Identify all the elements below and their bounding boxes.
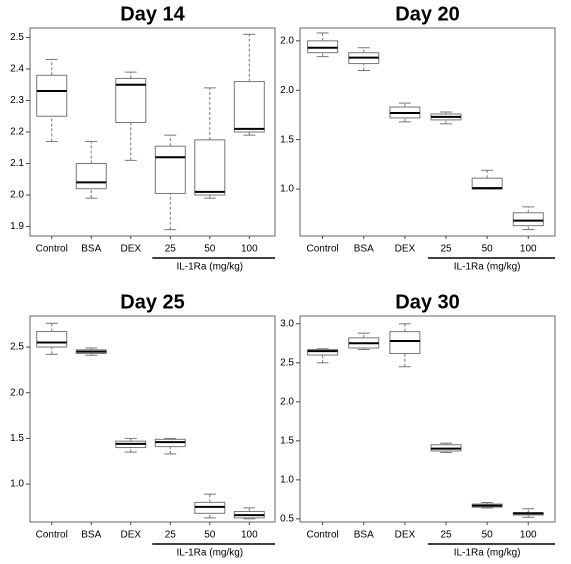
y-tick-label: 2.1 [10, 158, 24, 169]
y-tick-label: 2.0 [10, 190, 24, 201]
x-tick-label: Control [306, 530, 338, 541]
box [233, 81, 265, 133]
y-tick-label: 2.5 [10, 342, 24, 353]
x-tick-label: Control [36, 244, 68, 255]
x-tick-label: DEX [395, 530, 416, 541]
group-label: IL-1Ra (mg/kg) [176, 548, 243, 559]
group-label: IL-1Ra (mg/kg) [454, 262, 521, 273]
group-label: IL-1Ra (mg/kg) [454, 548, 521, 559]
plot-frame [299, 27, 556, 237]
x-tick-label: 50 [482, 244, 494, 255]
x-tick-label: BSA [354, 530, 374, 541]
y-tick-label: 1.5 [10, 433, 24, 444]
x-tick-label: BSA [81, 530, 101, 541]
x-tick-label: 50 [482, 530, 494, 541]
chart-title: Day 20 [395, 3, 460, 25]
y-tick-label: 2.0 [10, 387, 24, 398]
x-tick-label: 100 [520, 244, 537, 255]
box [75, 163, 107, 190]
box [154, 145, 186, 194]
y-tick-label: 2.2 [10, 127, 24, 138]
box [36, 74, 68, 117]
group-label: IL-1Ra (mg/kg) [176, 262, 243, 273]
x-tick-label: 50 [204, 244, 216, 255]
chart-title: Day 25 [120, 291, 185, 313]
y-tick-label: 2.3 [10, 95, 24, 106]
y-tick-label: 2.5 [10, 32, 24, 43]
x-tick-label: DEX [120, 530, 141, 541]
y-tick-label: 2.0 [280, 35, 294, 46]
y-tick-label: 1.9 [10, 221, 24, 232]
y-tick-label: 1.0 [10, 479, 24, 490]
x-tick-label: DEX [120, 244, 141, 255]
x-tick-label: Control [306, 244, 338, 255]
x-tick-label: 25 [440, 530, 452, 541]
chart-title: Day 14 [120, 3, 185, 25]
plot-frame [299, 315, 556, 523]
box [307, 349, 339, 356]
chart-title: Day 30 [395, 291, 460, 313]
x-tick-label: 100 [520, 530, 537, 541]
x-tick-label: 25 [165, 530, 177, 541]
box [115, 77, 147, 124]
box [389, 331, 421, 354]
x-tick-label: 100 [241, 530, 258, 541]
y-tick-label: 1.0 [280, 184, 294, 195]
x-tick-label: 25 [440, 244, 452, 255]
y-tick-label: 2.4 [10, 64, 24, 75]
x-tick-label: Control [36, 530, 68, 541]
x-tick-label: BSA [354, 244, 374, 255]
box [512, 212, 544, 227]
plot-frame [29, 315, 276, 523]
y-tick-label: 3.0 [280, 318, 294, 329]
x-tick-label: 25 [165, 244, 177, 255]
y-tick-label: 2.0 [280, 396, 294, 407]
x-tick-label: BSA [81, 244, 101, 255]
x-tick-label: DEX [395, 244, 416, 255]
y-tick-label: 0.5 [280, 514, 294, 525]
y-tick-label: 1.0 [280, 475, 294, 486]
box [194, 139, 226, 196]
y-tick-label: 2.5 [280, 357, 294, 368]
box [36, 331, 68, 348]
x-tick-label: 100 [241, 244, 258, 255]
y-tick-label: 1.5 [280, 435, 294, 446]
y-tick-label: 2.0 [280, 85, 294, 96]
y-tick-label: 1.5 [280, 134, 294, 145]
x-tick-label: 50 [204, 530, 216, 541]
